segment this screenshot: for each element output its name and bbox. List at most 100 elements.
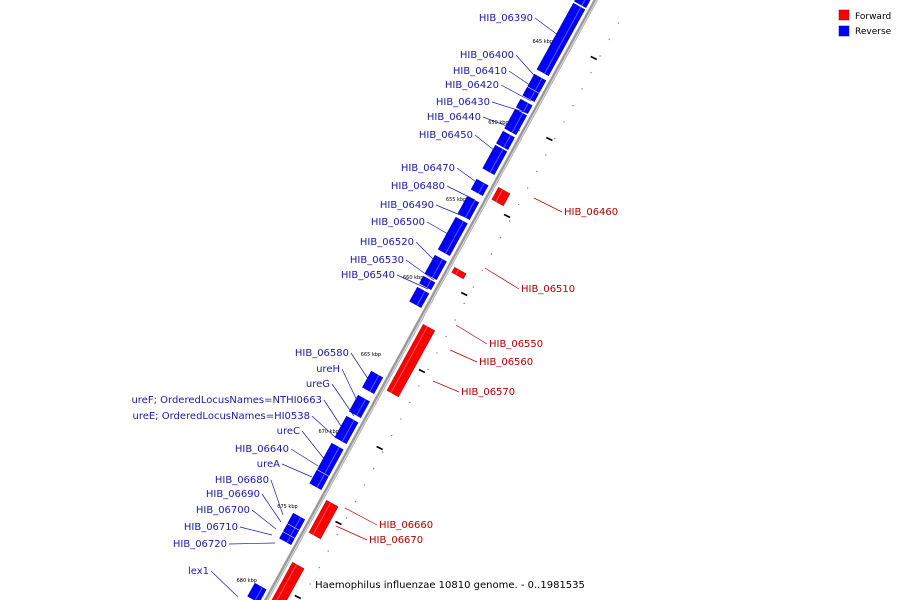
forward-gene-label[interactable]: HIB_06460 <box>564 207 618 218</box>
reverse-gene-block[interactable] <box>362 370 384 395</box>
forward-gene-label[interactable]: HIB_06560 <box>479 357 533 368</box>
reverse-gene-block[interactable] <box>309 476 325 491</box>
leader-line <box>435 204 466 218</box>
gene-bevel <box>529 91 536 100</box>
reverse-gene-label[interactable]: HIB_06470 <box>401 163 455 174</box>
reverse-gene-block[interactable] <box>527 73 547 94</box>
gene-bevel <box>341 429 350 442</box>
leader-line <box>350 352 373 386</box>
reverse-gene-label[interactable]: HIB_06440 <box>427 112 481 123</box>
leader-line <box>281 463 313 478</box>
reverse-gene-block[interactable] <box>482 144 508 176</box>
reverse-gene-block[interactable] <box>515 98 533 115</box>
reverse-gene-block[interactable] <box>574 0 597 9</box>
reverse-gene-label[interactable]: HIB_06710 <box>184 522 238 533</box>
forward-gene-block[interactable] <box>386 359 416 398</box>
reverse-gene-block[interactable] <box>470 178 489 197</box>
leader-line <box>261 493 282 523</box>
gene-bevel <box>423 326 428 333</box>
reverse-gene-label[interactable]: HIB_06500 <box>371 217 425 228</box>
tick-label: 665 kbp <box>361 352 381 358</box>
genome-title: Haemophilus influenzae 10810 genome. - 0… <box>315 580 585 591</box>
gene-bevel <box>348 420 355 430</box>
reverse-gene-block[interactable] <box>504 108 528 136</box>
reverse-gene-label[interactable]: HIB_06720 <box>173 539 227 550</box>
reverse-gene-block[interactable] <box>348 394 370 419</box>
reverse-gene-label[interactable]: HIB_06640 <box>235 444 289 455</box>
scale-dot <box>345 517 347 519</box>
scale-dot <box>554 137 556 140</box>
reverse-gene-label[interactable]: HIB_06450 <box>419 130 473 141</box>
reverse-gene-label[interactable]: HIB_06540 <box>341 270 395 281</box>
gene-features[interactable] <box>247 0 597 600</box>
gene-bevel <box>432 259 443 278</box>
reverse-gene-label[interactable]: ureF; OrderedLocusNames=NTHI0663 <box>131 395 322 406</box>
gene-bevel <box>294 517 302 528</box>
forward-gene-label[interactable]: HIB_06510 <box>521 284 575 295</box>
leader-line <box>239 526 273 536</box>
reverse-gene-label[interactable]: HIB_06530 <box>350 255 404 266</box>
scale-dot <box>382 451 384 453</box>
reverse-gene-block[interactable] <box>279 531 295 546</box>
forward-gene-label[interactable]: HIB_06660 <box>379 520 433 531</box>
reverse-gene-label[interactable]: ureH <box>316 364 340 375</box>
scale-dot <box>572 104 574 107</box>
reverse-gene-label[interactable]: HIB_06400 <box>460 50 514 61</box>
forward-gene-block[interactable] <box>451 266 467 280</box>
reverse-gene-block[interactable] <box>522 86 540 103</box>
leader-line <box>474 134 501 156</box>
reverse-gene-label[interactable]: lex1 <box>188 566 209 577</box>
gene-bevel <box>503 135 511 148</box>
reverse-gene-label[interactable]: HIB_06680 <box>215 475 269 486</box>
reverse-gene-label[interactable]: HIB_06690 <box>206 489 260 500</box>
reverse-gene-label[interactable]: ureG <box>306 379 330 390</box>
reverse-gene-label[interactable]: HIB_06490 <box>380 200 434 211</box>
gene-bevel <box>254 587 263 600</box>
reverse-gene-block[interactable] <box>437 233 459 257</box>
reverse-gene-label[interactable]: HIB_06430 <box>436 97 490 108</box>
reverse-gene-block[interactable] <box>536 2 586 77</box>
scale-dot <box>608 38 610 41</box>
reverse-gene-label[interactable]: ureE; OrderedLocusNames=HI0538 <box>132 411 310 422</box>
reverse-gene-block[interactable] <box>496 130 515 151</box>
leader-line <box>311 415 337 439</box>
forward-gene-label[interactable]: HIB_06550 <box>489 339 543 350</box>
reverse-gene-block[interactable] <box>282 523 300 539</box>
tick-mark <box>590 55 598 61</box>
leader-line <box>344 507 378 526</box>
leader-line <box>341 368 363 412</box>
reverse-gene-block[interactable] <box>317 442 344 477</box>
reverse-gene-label[interactable]: HIB_06390 <box>479 13 533 24</box>
reverse-gene-label[interactable]: ureC <box>277 426 300 437</box>
reverse-gene-label[interactable]: HIB_06520 <box>360 237 414 248</box>
reverse-gene-block[interactable] <box>409 286 430 309</box>
legend-reverse-label: Reverse <box>855 27 892 37</box>
gene-bevel <box>478 183 485 194</box>
forward-gene-label[interactable]: HIB_06570 <box>461 387 515 398</box>
reverse-gene-label[interactable]: HIB_06580 <box>295 348 349 359</box>
reverse-gene-block[interactable] <box>419 275 436 291</box>
reverse-gene-block[interactable] <box>287 512 306 531</box>
forward-gene-label[interactable]: HIB_06670 <box>369 535 423 546</box>
reverse-gene-label[interactable]: HIB_06420 <box>445 80 499 91</box>
tick-mark <box>294 594 302 600</box>
forward-gene-block[interactable] <box>308 509 333 540</box>
reverse-gene-label[interactable]: HIB_06700 <box>196 505 250 516</box>
reverse-gene-label[interactable]: HIB_06410 <box>453 66 507 77</box>
leader-line <box>426 221 456 239</box>
tick-label: 675 kbp <box>277 504 297 510</box>
leader-line <box>251 509 277 530</box>
leader-line <box>508 70 538 91</box>
reverse-gene-label[interactable]: ureA <box>257 459 280 470</box>
reverse-gene-label[interactable]: HIB_06480 <box>391 181 445 192</box>
scale-dots <box>300 22 619 600</box>
forward-gene-block[interactable] <box>491 186 511 207</box>
reverse-gene-block[interactable] <box>247 582 267 600</box>
leader-line <box>228 542 276 545</box>
scale-dot <box>454 319 456 321</box>
leader-line <box>270 479 284 516</box>
forward-gene-block[interactable] <box>268 578 296 600</box>
gene-labels[interactable]: HIB_06390 HIB_06400 HIB_06410 HIB_06420 HIB_… <box>131 13 618 577</box>
legend-forward-swatch <box>838 9 850 21</box>
